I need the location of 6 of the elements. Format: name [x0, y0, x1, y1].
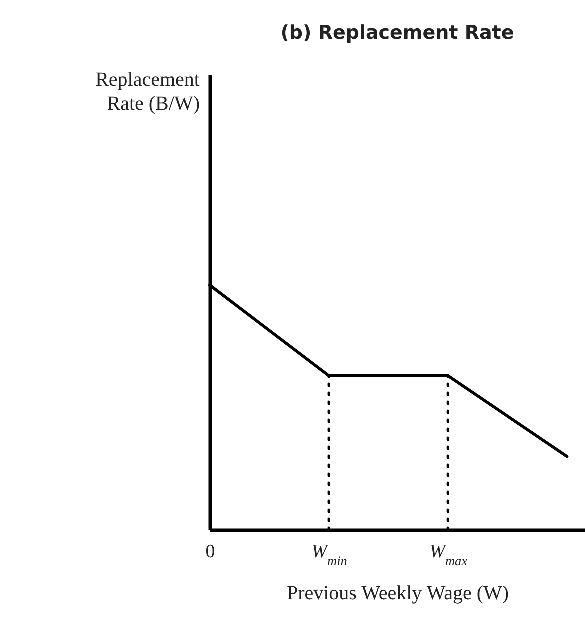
- x-axis-title: Previous Weekly Wage (W): [286, 582, 510, 604]
- x-tick-label: 0: [206, 542, 216, 562]
- chart-title: (b) Replacement Rate: [280, 22, 514, 44]
- text: Replacement Rate (B/W): [96, 69, 200, 115]
- x-tick-label: W$_{max}$: [430, 542, 468, 568]
- x-tick-label: W$_{min}$: [312, 542, 348, 568]
